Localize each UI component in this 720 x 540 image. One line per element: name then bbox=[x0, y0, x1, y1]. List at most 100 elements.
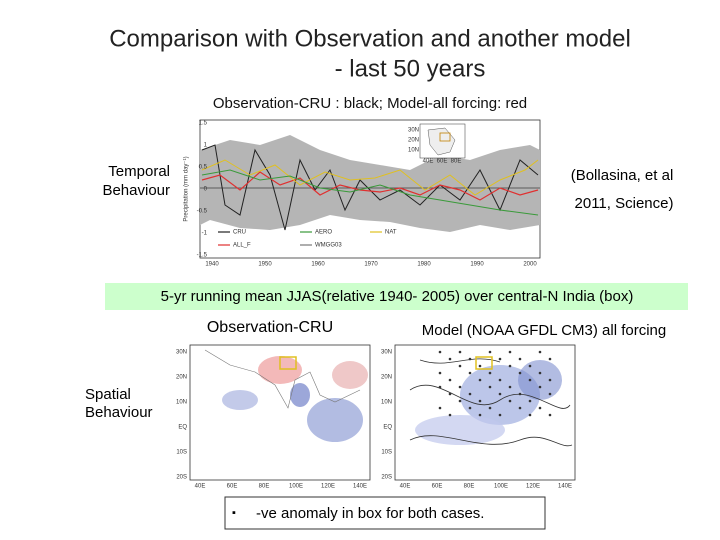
inset-lat: 20N bbox=[408, 138, 419, 144]
dot bbox=[518, 392, 522, 396]
map-title: Observation-CRU bbox=[207, 319, 333, 336]
dot bbox=[538, 406, 542, 410]
legend-label: NAT bbox=[385, 230, 397, 236]
dot bbox=[438, 350, 442, 354]
map-title: Model (NOAA GFDL CM3) all forcing bbox=[422, 322, 667, 339]
spread-band bbox=[200, 135, 540, 232]
anomaly-blob bbox=[222, 390, 258, 410]
contour bbox=[409, 435, 573, 447]
dot bbox=[518, 357, 522, 361]
dot bbox=[508, 364, 512, 368]
dot bbox=[458, 399, 462, 403]
dot bbox=[498, 413, 502, 417]
lon-label: 80E bbox=[464, 484, 475, 490]
lat-label: 20N bbox=[381, 375, 392, 381]
dot bbox=[478, 399, 482, 403]
dot bbox=[508, 350, 512, 354]
dot bbox=[458, 385, 462, 389]
dot bbox=[438, 371, 442, 375]
lon-label: 100E bbox=[289, 484, 303, 490]
bullet-box bbox=[224, 496, 546, 530]
y-axis-label: Precipitation (mm day⁻¹) bbox=[184, 156, 190, 221]
lon-label: 120E bbox=[526, 484, 540, 490]
dot bbox=[468, 371, 472, 375]
anomaly-blob bbox=[307, 398, 363, 442]
dot bbox=[498, 357, 502, 361]
dot bbox=[468, 357, 472, 361]
x-tick-label: 1990 bbox=[470, 262, 484, 268]
y-tick-label: -1.5 bbox=[197, 253, 208, 259]
section-label: Behaviour bbox=[85, 404, 153, 421]
y-tick-label: 0 bbox=[204, 187, 208, 193]
dot bbox=[468, 392, 472, 396]
subtitle: Observation-CRU : black; Model-all forci… bbox=[213, 95, 527, 112]
dot bbox=[538, 385, 542, 389]
x-tick-label: 2000 bbox=[523, 262, 537, 268]
lat-label: 10S bbox=[176, 450, 187, 456]
lon-label: 40E bbox=[195, 484, 206, 490]
inset-lat: 30N bbox=[408, 128, 419, 134]
title-line: - last 50 years bbox=[335, 55, 486, 82]
y-tick-label: 1.5 bbox=[199, 121, 208, 127]
obs-line bbox=[201, 144, 539, 231]
dot bbox=[458, 350, 462, 354]
citation: 2011, Science) bbox=[575, 195, 674, 212]
dot bbox=[528, 364, 532, 368]
dot bbox=[518, 406, 522, 410]
section-label: Temporal bbox=[108, 163, 170, 180]
lon-label: 140E bbox=[353, 484, 367, 490]
dot bbox=[548, 392, 552, 396]
region-box bbox=[279, 356, 297, 370]
lon-label: 120E bbox=[321, 484, 335, 490]
dot bbox=[478, 364, 482, 368]
inset-lon: 60E bbox=[437, 159, 448, 165]
dot bbox=[438, 406, 442, 410]
anomaly-blob bbox=[518, 360, 562, 400]
banner-box bbox=[105, 283, 688, 310]
lat-label: 20S bbox=[381, 475, 392, 481]
y-tick-label: -1 bbox=[202, 231, 208, 237]
inset-box bbox=[439, 132, 451, 142]
dot bbox=[478, 378, 482, 382]
legend-label: CRU bbox=[233, 230, 246, 236]
timeseries-figure bbox=[199, 119, 541, 259]
model-map bbox=[394, 344, 576, 481]
dot bbox=[448, 357, 452, 361]
x-tick-label: 1940 bbox=[205, 262, 219, 268]
dot bbox=[508, 385, 512, 389]
section-label: Behaviour bbox=[102, 182, 170, 199]
x-tick-label: 1980 bbox=[417, 262, 431, 268]
dot bbox=[478, 413, 482, 417]
dot bbox=[498, 392, 502, 396]
dot bbox=[448, 413, 452, 417]
dot bbox=[518, 371, 522, 375]
lon-label: 140E bbox=[558, 484, 572, 490]
dot bbox=[448, 392, 452, 396]
y-tick-label: 1 bbox=[204, 143, 208, 149]
dot bbox=[548, 378, 552, 382]
anomaly-blob bbox=[258, 356, 302, 384]
x-tick-label: 1960 bbox=[311, 262, 325, 268]
lon-label: 60E bbox=[227, 484, 238, 490]
dot bbox=[488, 406, 492, 410]
inset-land bbox=[427, 127, 456, 156]
bullet-marker: ▪ bbox=[232, 507, 236, 519]
lat-label: 10N bbox=[381, 400, 392, 406]
dot bbox=[528, 378, 532, 382]
lat-label: 20N bbox=[176, 375, 187, 381]
anomaly-blob bbox=[332, 361, 368, 389]
x-tick-label: 1970 bbox=[364, 262, 378, 268]
inset-lon: 80E bbox=[451, 159, 462, 165]
dot bbox=[468, 406, 472, 410]
bullet-text: -ve anomaly in box for both cases. bbox=[256, 505, 484, 522]
nat-line bbox=[201, 159, 539, 196]
dot bbox=[448, 378, 452, 382]
lat-label: 30N bbox=[176, 350, 187, 356]
obs-map bbox=[189, 344, 371, 481]
lon-label: 100E bbox=[494, 484, 508, 490]
anomaly-blob bbox=[290, 383, 310, 407]
y-tick-label: -0.5 bbox=[197, 209, 208, 215]
lon-label: 40E bbox=[400, 484, 411, 490]
dot bbox=[508, 399, 512, 403]
